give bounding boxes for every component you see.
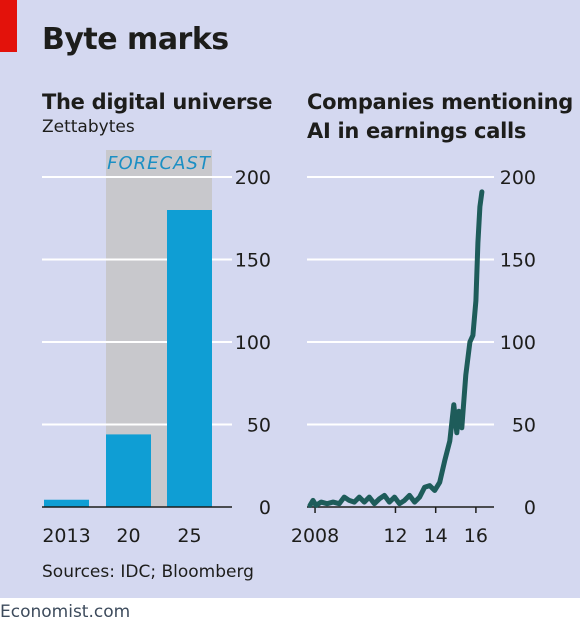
footer-credit: Economist.com bbox=[0, 602, 131, 622]
right-chart-title-line2: AI in earnings calls bbox=[307, 119, 527, 143]
left-ytick-150: 150 bbox=[235, 250, 271, 272]
left-xtick-2025: 25 bbox=[177, 525, 201, 547]
charts-svg: FORECAST 0 50 100 150 200 2013 20 25 2008 12 14 16 0… bbox=[42, 150, 536, 547]
bar-2025 bbox=[167, 210, 212, 507]
right-xtick-2008: 2008 bbox=[291, 525, 339, 547]
red-tag-accent bbox=[0, 0, 17, 52]
forecast-label: FORECAST bbox=[107, 153, 212, 174]
right-ytick-100: 100 bbox=[500, 332, 536, 354]
right-xtick-2012: 12 bbox=[383, 525, 407, 547]
bar-2013 bbox=[44, 499, 89, 507]
bar-2020 bbox=[106, 434, 151, 507]
right-ytick-50: 50 bbox=[512, 415, 536, 437]
right-ytick-0: 0 bbox=[524, 497, 536, 519]
left-ytick-50: 50 bbox=[247, 415, 271, 437]
right-xtick-2016: 16 bbox=[464, 525, 488, 547]
main-title: Byte marks bbox=[42, 22, 229, 57]
left-ytick-100: 100 bbox=[235, 332, 271, 354]
left-xtick-2020: 20 bbox=[116, 525, 140, 547]
right-line-chart: 2008 12 14 16 0 50 100 150 200 bbox=[291, 167, 536, 547]
left-chart-unit: Zettabytes bbox=[42, 117, 135, 137]
right-xtick-2014: 14 bbox=[424, 525, 448, 547]
left-xtick-2013: 2013 bbox=[42, 525, 90, 547]
right-chart-title-line1: Companies mentioning bbox=[307, 90, 573, 114]
source-note: Sources: IDC; Bloomberg bbox=[42, 562, 254, 582]
right-ytick-150: 150 bbox=[500, 250, 536, 272]
left-ytick-0: 0 bbox=[259, 497, 271, 519]
left-ytick-200: 200 bbox=[235, 167, 271, 189]
ai-mentions-line bbox=[307, 189, 485, 508]
right-ytick-200: 200 bbox=[500, 167, 536, 189]
left-chart-title: The digital universe bbox=[42, 90, 273, 114]
chart-panel bbox=[0, 0, 580, 598]
left-bar-chart: FORECAST 0 50 100 150 200 2013 20 25 bbox=[42, 150, 271, 547]
